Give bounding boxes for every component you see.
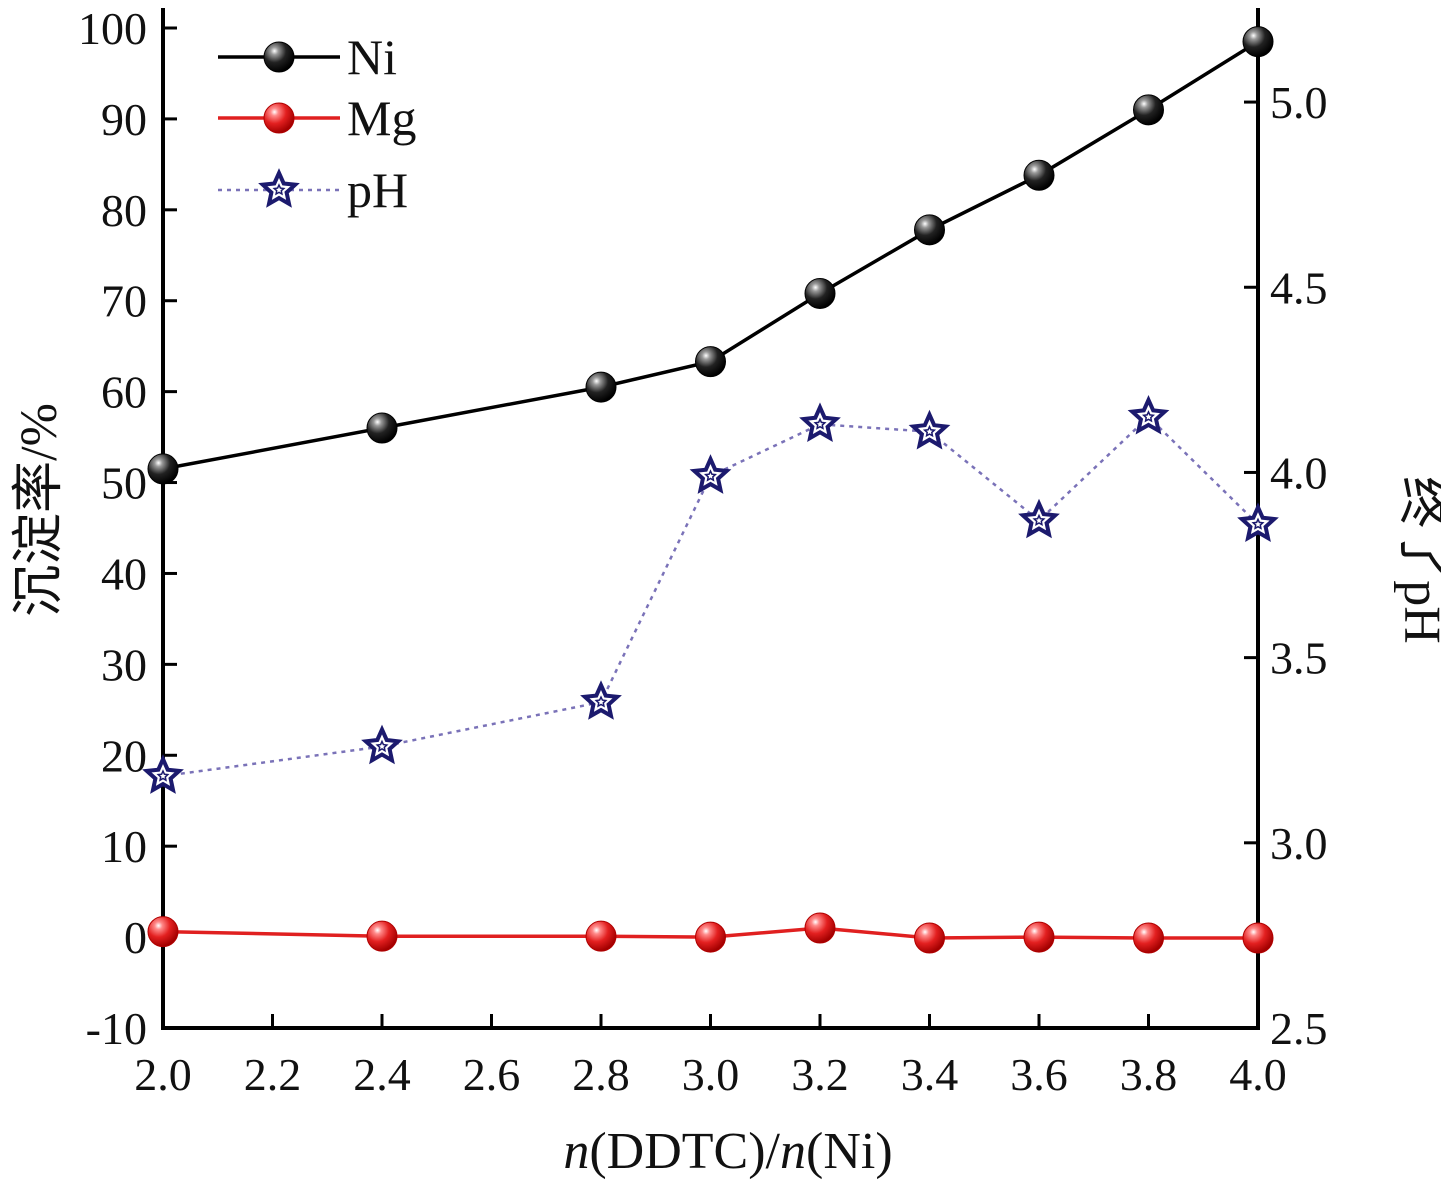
legend-marker-ni [263,41,295,73]
y-left-tick-label: 0 [124,912,147,963]
point-ph [1018,498,1060,539]
point-mg [1023,921,1055,953]
point-ph-inner [156,769,170,782]
point-ph-inner [1032,513,1046,527]
point-ph [799,402,841,442]
y-axis-title-left: 沉淀率/% [11,403,68,617]
y-axis-title-right: 终了pH [1393,476,1441,644]
legend-marker-ph [258,168,300,208]
x-tick-label: 2.8 [572,1049,630,1100]
legend-marker-mg [263,102,295,134]
y-left-tick-label: 40 [101,548,147,599]
y-left-tick-label: 50 [101,458,147,509]
x-axis-title: n(DDTC)/n(Ni) [563,1123,892,1180]
point-ph [689,454,732,494]
point-ph-inner [594,695,608,708]
x-tick-label: 2.2 [244,1049,302,1100]
point-ni [366,412,398,444]
point-ni [914,214,945,246]
y-left-tick-label: 100 [78,3,147,54]
point-ph [361,724,403,765]
y-left-tick-label: 20 [101,730,147,781]
series-line-ni [162,40,1259,471]
x-tick-label: 4.0 [1229,1049,1287,1100]
point-mg [585,920,617,952]
x-tick-label: 3.2 [791,1049,849,1100]
point-ph [908,409,951,450]
point-mg [147,916,179,948]
legend-label-ph: pH [347,162,408,218]
x-tick-label: 2.6 [463,1049,521,1100]
y-left-tick-label: 30 [101,639,147,690]
point-mg [366,920,398,952]
legend-marker-ph-inner [272,183,286,196]
legend-label-mg: Mg [347,90,416,146]
point-ni [585,371,617,403]
x-tick-label: 3.8 [1120,1049,1178,1100]
series-layer [162,40,1259,940]
point-mg [804,912,836,944]
point-ni [1023,159,1055,191]
point-ph-inner [375,739,389,753]
x-tick-label: 3.0 [682,1049,740,1100]
x-tick-label: 3.6 [1010,1049,1068,1100]
x-tick-label: 2.4 [353,1049,411,1100]
point-ph-inner [1251,517,1265,530]
point-ni [147,453,179,485]
x-tick-label: 2.0 [134,1049,192,1100]
point-ph [142,754,184,794]
y-left-tick-label: 70 [101,276,147,327]
y-right-tick-label: 3.5 [1270,633,1328,684]
point-ph-inner [1141,410,1156,423]
y-left-tick-label: 80 [101,185,147,236]
point-ph-inner [703,469,718,482]
point-ni [1133,94,1164,126]
point-ni [804,277,836,309]
markers-layer [142,26,1279,954]
point-ph [580,680,622,720]
y-right-tick-label: 3.0 [1270,818,1328,869]
point-ph [1127,395,1170,435]
legend-label-ni: Ni [347,29,397,85]
point-ni [695,346,726,378]
point-mg [695,921,726,953]
y-left-tick-label: 60 [101,367,147,418]
y-left-tick-label: -10 [86,1003,147,1054]
point-ph-inner [922,424,937,438]
point-mg [1133,922,1164,954]
point-ni [1242,26,1274,58]
y-right-tick-label: 5.0 [1270,77,1328,128]
y-right-tick-label: 4.0 [1270,447,1328,498]
y-left-tick-label: 10 [101,821,147,872]
point-ph [1237,502,1279,542]
point-ph-inner [813,417,827,430]
y-left-tick-label: 90 [101,94,147,145]
ticks-layer: 2.0 2.2 2.4 2.6 2.8 3.0 3.2 3.4 3.6 3.8 4.0 -10 0 10 2… [78,3,1328,1100]
x-tick-label: 3.4 [901,1049,959,1100]
y-right-tick-label: 2.5 [1270,1003,1328,1054]
point-mg [1242,922,1274,954]
y-right-tick-label: 4.5 [1270,262,1328,313]
point-mg [914,922,945,954]
